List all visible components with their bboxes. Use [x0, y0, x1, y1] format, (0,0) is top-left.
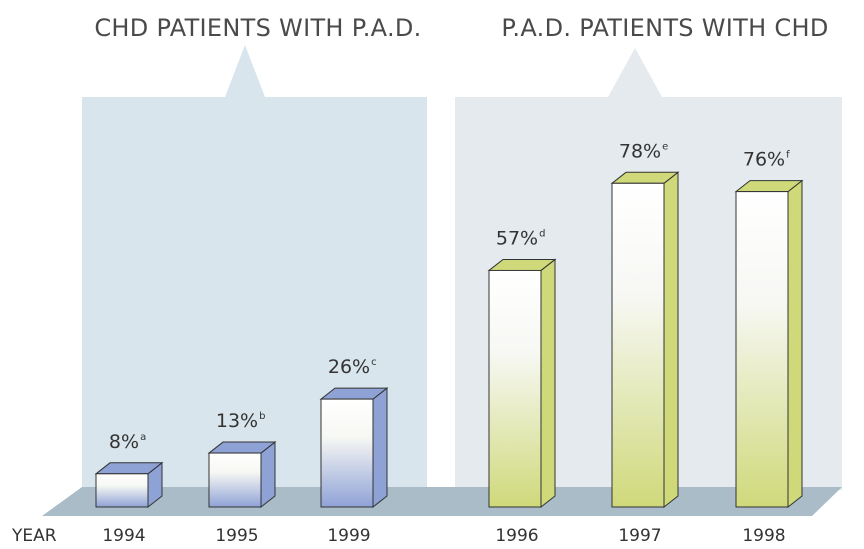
x-tick-label: 1995	[215, 526, 258, 546]
value-label: 8%	[109, 431, 139, 453]
bar	[488, 269, 542, 508]
value-label: 78%	[619, 140, 661, 162]
footnote-marker: b	[259, 411, 265, 422]
footnote-marker: a	[140, 432, 146, 443]
x-tick-label: 1998	[742, 526, 785, 546]
footnote-marker: e	[662, 141, 668, 152]
x-tick-label: 1999	[327, 526, 370, 546]
footnote-marker: c	[371, 357, 377, 368]
value-label: 76%	[743, 149, 785, 171]
bar-side	[540, 258, 556, 509]
bar	[208, 452, 262, 508]
bar	[95, 473, 149, 508]
bar	[320, 398, 374, 508]
footnote-marker: f	[786, 150, 790, 161]
bar-side	[663, 171, 679, 509]
x-tick-label: 1997	[618, 526, 661, 546]
x-tick-label: 1994	[102, 526, 145, 546]
bar	[735, 191, 789, 508]
panel	[82, 45, 427, 490]
value-label: 57%	[496, 227, 538, 249]
value-label: 13%	[216, 410, 258, 432]
chart-title: P.A.D. PATIENTS WITH CHD	[501, 14, 828, 42]
bar-side	[787, 179, 803, 509]
bar	[611, 182, 665, 508]
value-label: 26%	[328, 356, 370, 378]
chart-title: CHD PATIENTS WITH P.A.D.	[94, 14, 421, 42]
footnote-marker: d	[539, 228, 545, 239]
x-tick-label: 1996	[495, 526, 538, 546]
x-axis-label: YEAR	[11, 526, 57, 546]
bar-side	[372, 387, 388, 509]
